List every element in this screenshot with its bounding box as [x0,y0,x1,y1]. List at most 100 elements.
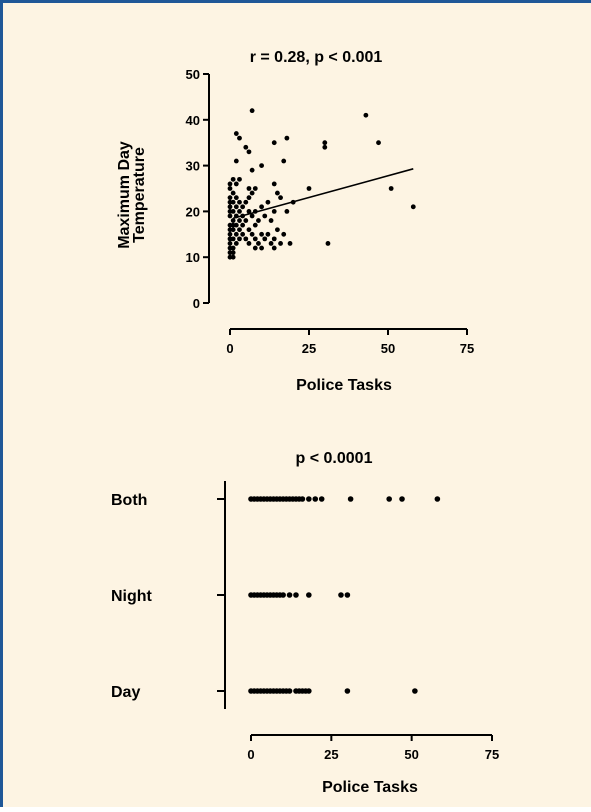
chart2-y-axis: Both Night Day [111,481,226,709]
data-point-both [434,496,441,502]
chart1-ytick-label: 20 [186,204,200,219]
data-point [227,204,233,210]
data-point-both [306,496,312,502]
data-point [227,241,233,246]
chart2-xtick-label: 75 [485,747,499,762]
data-point [265,231,271,237]
data-point [249,167,255,173]
dot-plot-chart: p < 0.0001 Both Night Day 0 25 50 75 Police T… [111,450,499,796]
chart2-x-axis: 0 25 50 75 [247,734,499,762]
data-point [230,236,236,242]
data-point-night [344,592,351,598]
data-point [230,254,236,260]
chart2-title: p < 0.0001 [296,450,373,467]
data-point [227,231,233,237]
chart1-xlabel: Police Tasks [296,377,392,394]
data-point [233,158,239,164]
data-point-both [312,496,319,502]
data-point [227,195,233,201]
data-point [259,204,264,210]
data-point [243,218,249,223]
data-point [237,236,242,242]
data-point [278,195,283,201]
data-point [410,204,416,210]
category-label-night: Night [111,588,153,605]
data-point [240,231,246,237]
data-point [246,149,252,155]
data-point [237,209,242,214]
chart1-ytick-label: 50 [186,67,200,82]
data-point [275,190,280,196]
data-point-both [318,496,325,502]
data-point [227,181,233,187]
data-point [388,186,394,191]
data-point-both [386,496,392,502]
data-point [246,227,252,233]
data-point [230,190,236,196]
data-point [325,241,331,246]
data-point-both [299,496,306,502]
data-point [271,181,277,187]
data-point [249,213,255,219]
data-point [252,245,258,251]
data-point [243,199,249,205]
data-point [287,241,293,246]
data-point-night [286,592,293,598]
data-point [281,231,287,237]
chart1-title: r = 0.28, p < 0.001 [250,49,383,66]
data-point [227,186,233,191]
regression-line [232,168,414,220]
data-point [281,158,287,164]
chart1-ytick-label: 0 [193,296,200,311]
data-point [240,222,246,228]
data-point [237,135,242,141]
data-point [262,236,268,242]
data-point [249,108,255,114]
chart1-ytick-label: 30 [186,159,200,174]
data-point [246,195,252,201]
data-point [284,209,290,214]
data-point [233,204,239,210]
data-point [230,199,236,205]
data-point [265,199,271,205]
data-point-night [338,592,344,598]
data-point [271,236,277,242]
chart1-ytick-label: 40 [186,113,200,128]
chart2-xtick-label: 0 [247,747,254,762]
data-point [259,245,264,251]
data-point [322,140,328,146]
data-point-night [306,592,312,598]
data-point [230,250,236,256]
data-point [246,186,252,191]
data-point [259,163,264,169]
data-point [249,190,255,196]
data-point-both [399,496,405,502]
data-point [256,218,261,223]
chart1-xtick-label: 75 [460,341,474,356]
data-point [306,186,312,191]
data-point [275,227,280,233]
chart1-xtick-label: 50 [381,341,395,356]
data-point [322,144,328,150]
data-point [271,245,277,251]
chart2-points [248,496,441,694]
chart2-xtick-label: 25 [324,747,338,762]
data-point [227,213,233,219]
data-point [233,131,239,136]
data-point-day [412,688,418,694]
data-point [230,209,236,214]
data-point [243,144,249,150]
data-point [233,195,239,201]
data-point [363,112,369,118]
category-label-both: Both [111,492,147,509]
data-point [262,213,268,219]
chart1-y-axis: 0 10 20 30 40 50 [186,67,210,311]
data-point [256,241,261,246]
data-point [230,218,236,223]
data-point [243,236,249,242]
data-point-day [286,688,293,694]
data-point [230,176,236,182]
